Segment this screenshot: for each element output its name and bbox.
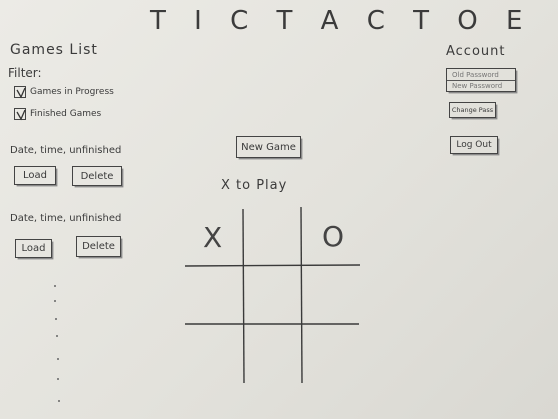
turn-status: X to Play <box>221 178 288 193</box>
list-continuation-dot <box>56 335 58 337</box>
delete-button[interactable]: Delete <box>76 236 121 257</box>
account-heading: Account <box>446 44 506 59</box>
list-continuation-dot <box>54 300 56 302</box>
board-cell[interactable] <box>183 266 243 324</box>
delete-button[interactable]: Delete <box>72 166 122 186</box>
board-cell[interactable] <box>302 266 361 324</box>
game-entry-label: Date, time, unfinished <box>10 145 122 156</box>
board-cell[interactable] <box>183 325 243 385</box>
board-cell[interactable] <box>244 207 301 265</box>
new-password-input[interactable] <box>447 80 515 91</box>
game-board: X O <box>183 207 361 385</box>
game-entry-label: Date, time, unfinished <box>10 213 122 224</box>
list-continuation-dot <box>58 400 60 402</box>
list-continuation-dot <box>57 378 59 380</box>
board-cell[interactable] <box>302 325 361 385</box>
change-password-button[interactable]: Change Pass <box>449 102 496 118</box>
list-continuation-dot <box>55 318 57 320</box>
filter-label: Filter: <box>8 66 42 80</box>
old-password-input[interactable] <box>447 69 515 80</box>
filter-in-progress[interactable]: Games in Progress <box>14 86 114 99</box>
check-mark-icon <box>16 109 26 121</box>
board-cell[interactable]: X <box>183 207 243 265</box>
check-mark-icon <box>16 87 26 99</box>
load-button[interactable]: Load <box>14 166 56 185</box>
board-cell-mark: O <box>322 220 345 253</box>
filter-finished-label: Finished Games <box>30 109 102 119</box>
board-cell[interactable] <box>244 266 301 324</box>
list-continuation-dot <box>57 358 59 360</box>
new-game-button[interactable]: New Game <box>236 136 301 158</box>
games-list-heading: Games List <box>10 42 98 58</box>
checkbox-finished[interactable] <box>14 108 26 121</box>
filter-finished[interactable]: Finished Games <box>14 108 102 121</box>
list-continuation-dot <box>54 285 56 287</box>
board-cell-mark: X <box>203 221 223 254</box>
board-grid-lines <box>184 207 361 384</box>
filter-in-progress-label: Games in Progress <box>30 87 114 97</box>
board-cell[interactable] <box>244 325 301 385</box>
page-title: T I C T A C T O E <box>150 6 533 36</box>
checkbox-in-progress[interactable] <box>14 86 26 99</box>
log-out-button[interactable]: Log Out <box>450 136 498 154</box>
password-fields <box>446 68 516 92</box>
board-cell[interactable]: O <box>302 207 361 265</box>
load-button[interactable]: Load <box>15 239 52 258</box>
